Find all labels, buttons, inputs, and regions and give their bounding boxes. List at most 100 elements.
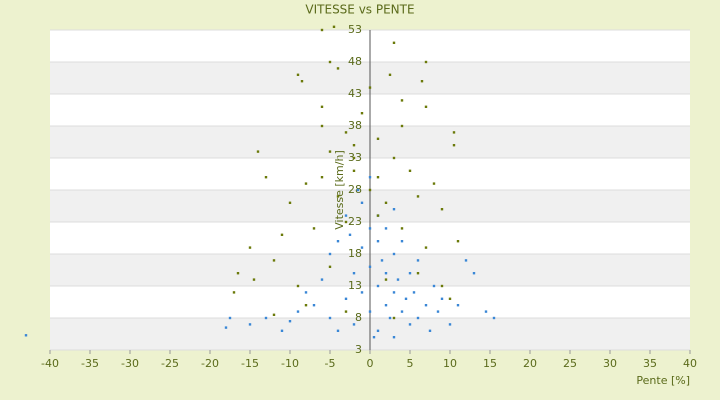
point [424, 246, 428, 249]
point [416, 195, 420, 198]
x-tick-label: -35 [81, 357, 99, 370]
point [408, 272, 412, 275]
point [352, 156, 356, 160]
point [288, 201, 292, 204]
point [320, 124, 324, 128]
point [376, 176, 380, 179]
point [448, 297, 452, 300]
point [352, 144, 356, 147]
x-tick-label: -15 [241, 357, 259, 370]
point [356, 188, 360, 192]
point [360, 291, 364, 294]
point [264, 176, 268, 179]
point [368, 265, 372, 268]
point [332, 25, 336, 28]
point [344, 220, 348, 224]
point [452, 144, 456, 147]
point [232, 291, 236, 294]
point [248, 323, 252, 326]
point [384, 278, 388, 281]
point [440, 297, 444, 300]
point [452, 131, 456, 134]
point [384, 201, 388, 204]
x-tick-label: 30 [603, 357, 617, 370]
point [328, 265, 332, 268]
point [336, 67, 340, 70]
point [352, 169, 356, 172]
x-tick-label: 15 [483, 357, 497, 370]
x-tick-label: 0 [367, 357, 374, 370]
point [336, 329, 340, 332]
x-tick-label: -5 [325, 357, 336, 370]
point [424, 105, 428, 108]
point [440, 208, 444, 211]
point [392, 156, 396, 160]
y-tick-label: 53 [348, 23, 362, 36]
point [228, 316, 232, 320]
point [368, 188, 372, 192]
point [312, 304, 316, 307]
point [428, 329, 432, 332]
x-tick-label: -20 [201, 357, 219, 370]
point [24, 334, 28, 337]
point [392, 252, 396, 256]
point [424, 60, 428, 64]
point [384, 227, 388, 230]
point [368, 310, 372, 313]
point [376, 284, 380, 288]
point [224, 326, 228, 329]
point [304, 304, 308, 307]
point [376, 240, 380, 243]
x-tick-label: -40 [41, 357, 59, 370]
point [248, 246, 252, 249]
point [376, 329, 380, 332]
point [376, 214, 380, 217]
point [436, 310, 440, 313]
point [336, 195, 340, 198]
point [296, 310, 300, 313]
y-tick-label: 18 [348, 247, 362, 260]
point [392, 316, 396, 320]
point [464, 259, 468, 262]
point [432, 284, 436, 288]
point [372, 336, 376, 339]
point [412, 291, 416, 294]
point [320, 278, 324, 281]
point [328, 252, 332, 256]
point [400, 240, 404, 243]
point [472, 272, 476, 275]
point [344, 310, 348, 313]
point [456, 240, 460, 243]
point [288, 320, 292, 323]
point [492, 316, 496, 320]
point [352, 323, 356, 326]
point [264, 316, 268, 320]
chart-title: VITESSE vs PENTE [305, 3, 414, 17]
point [296, 284, 300, 288]
point [272, 259, 276, 262]
x-tick-label: -25 [161, 357, 179, 370]
point [384, 272, 388, 275]
point [400, 227, 404, 230]
point [280, 329, 284, 332]
point [304, 291, 308, 294]
point [304, 182, 308, 185]
y-tick-label: 38 [348, 119, 362, 132]
point [344, 297, 348, 300]
x-tick-label: 10 [443, 357, 457, 370]
point [420, 80, 424, 83]
point [272, 313, 276, 316]
x-tick-label: 25 [563, 357, 577, 370]
point [348, 233, 352, 236]
point [280, 233, 284, 236]
x-axis-label: Pente [%] [636, 374, 690, 387]
point [396, 278, 400, 281]
point [328, 316, 332, 320]
point [416, 259, 420, 262]
point [320, 176, 324, 179]
x-tick-label: 5 [407, 357, 414, 370]
y-tick-label: 23 [348, 215, 362, 228]
y-tick-label: 3 [355, 343, 362, 356]
point [392, 291, 396, 294]
